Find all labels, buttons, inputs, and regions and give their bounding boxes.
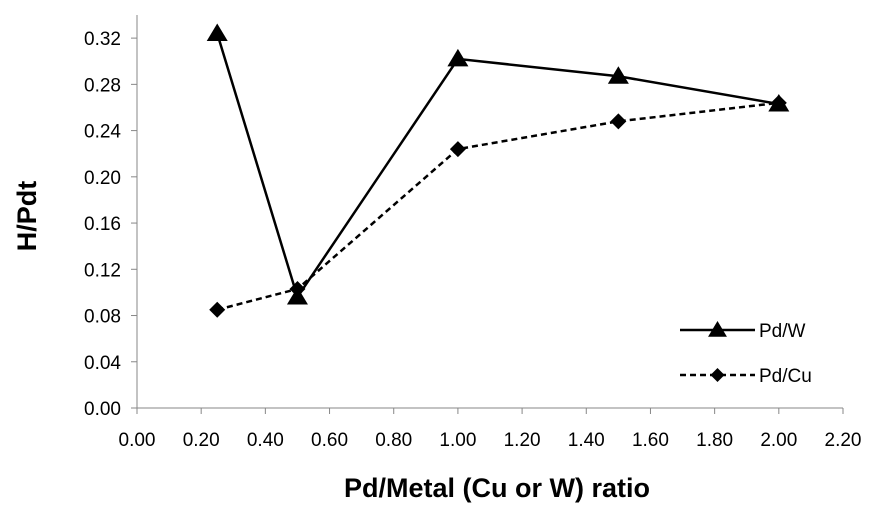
- y-axis-title: H/Pdt: [12, 181, 42, 252]
- data-point-triangle: [286, 287, 308, 305]
- series-line-pd-w: [216, 33, 780, 300]
- x-tick-labels: 0.00 0.20 0.40 0.60 0.80 1.00 1.20 1.40 1.60 1.80…: [119, 430, 862, 451]
- y-tick-label: 0.28: [84, 75, 121, 96]
- x-tick-label: 0.40: [247, 430, 284, 451]
- data-point-diamond: [610, 113, 627, 130]
- x-tick-label: 0.00: [119, 430, 156, 451]
- axes: [131, 15, 844, 414]
- data-point-triangle: [768, 94, 790, 112]
- x-tick-label: 0.20: [183, 430, 220, 451]
- y-tick-label: 0.00: [84, 399, 121, 420]
- series-layer: [206, 23, 790, 318]
- x-tick-label: 1.20: [504, 430, 541, 451]
- legend-label-pd-w: Pd/W: [759, 321, 806, 342]
- series-line-pd-cu: [216, 101, 779, 311]
- data-point-triangle: [607, 66, 629, 84]
- y-tick-label: 0.16: [84, 214, 121, 235]
- x-tick-label: 1.60: [632, 430, 669, 451]
- y-tick-label: 0.04: [84, 353, 121, 374]
- y-tick-labels: 0.00 0.04 0.08 0.12 0.16 0.20 0.24 0.28 0.32: [84, 29, 121, 420]
- y-tick-label: 0.32: [84, 29, 121, 50]
- x-tick-label: 2.00: [760, 430, 797, 451]
- x-axis-title: Pd/Metal (Cu or W) ratio: [344, 473, 650, 503]
- y-tick-label: 0.08: [84, 307, 121, 328]
- data-point-triangle: [206, 23, 228, 41]
- y-tick-label: 0.24: [84, 122, 121, 143]
- x-tick-label: 0.60: [311, 430, 348, 451]
- legend: Pd/W Pd/Cu: [680, 321, 812, 387]
- legend-marker-pd-cu: [710, 368, 725, 382]
- x-tick-label: 1.00: [439, 430, 476, 451]
- y-tick-label: 0.12: [84, 260, 121, 281]
- x-tick-label: 1.80: [696, 430, 733, 451]
- legend-marker-pd-w: [708, 321, 727, 337]
- x-tick-label: 1.40: [568, 430, 605, 451]
- legend-label-pd-cu: Pd/Cu: [759, 366, 812, 387]
- data-point-diamond: [449, 141, 466, 158]
- data-point-diamond: [209, 301, 226, 318]
- x-tick-label: 0.80: [375, 430, 412, 451]
- x-tick-label: 2.20: [825, 430, 862, 451]
- data-point-triangle: [447, 48, 469, 67]
- y-tick-label: 0.20: [84, 168, 121, 189]
